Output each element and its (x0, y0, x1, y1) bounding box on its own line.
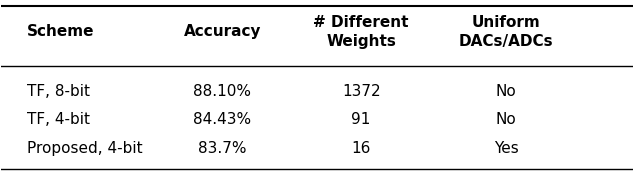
Text: Uniform
DACs/ADCs: Uniform DACs/ADCs (459, 15, 553, 49)
Text: TF, 4-bit: TF, 4-bit (27, 112, 89, 127)
Text: 88.10%: 88.10% (193, 84, 251, 99)
Text: TF, 8-bit: TF, 8-bit (27, 84, 89, 99)
Text: Scheme: Scheme (27, 24, 94, 39)
Text: 1372: 1372 (342, 84, 380, 99)
Text: 83.7%: 83.7% (198, 141, 247, 156)
Text: 84.43%: 84.43% (193, 112, 251, 127)
Text: 91: 91 (351, 112, 371, 127)
Text: Yes: Yes (494, 141, 519, 156)
Text: 16: 16 (351, 141, 371, 156)
Text: # Different
Weights: # Different Weights (313, 15, 409, 49)
Text: No: No (496, 112, 517, 127)
Text: No: No (496, 84, 517, 99)
Text: Proposed, 4-bit: Proposed, 4-bit (27, 141, 142, 156)
Text: Accuracy: Accuracy (184, 24, 261, 39)
